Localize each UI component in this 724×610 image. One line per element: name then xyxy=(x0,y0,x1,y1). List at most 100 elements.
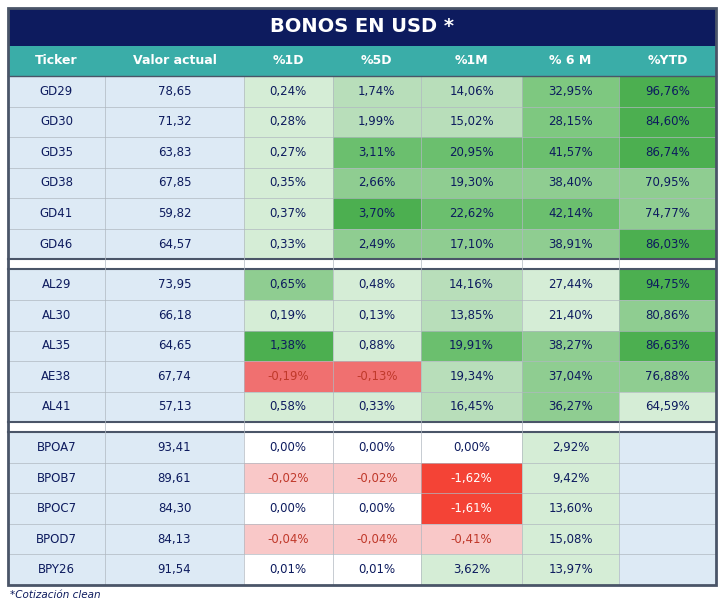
FancyBboxPatch shape xyxy=(619,229,716,259)
Text: 28,15%: 28,15% xyxy=(548,115,593,128)
Text: 0,88%: 0,88% xyxy=(358,339,395,353)
FancyBboxPatch shape xyxy=(619,270,716,300)
Text: -1,61%: -1,61% xyxy=(451,502,492,515)
Text: 73,95: 73,95 xyxy=(158,278,191,291)
Text: 17,10%: 17,10% xyxy=(449,237,494,251)
FancyBboxPatch shape xyxy=(8,524,716,554)
Text: 2,66%: 2,66% xyxy=(358,176,395,190)
FancyBboxPatch shape xyxy=(522,432,619,463)
Text: 0,27%: 0,27% xyxy=(269,146,307,159)
Text: 41,57%: 41,57% xyxy=(548,146,593,159)
Text: 86,63%: 86,63% xyxy=(645,339,690,353)
Text: 37,04%: 37,04% xyxy=(548,370,593,383)
FancyBboxPatch shape xyxy=(8,361,716,392)
FancyBboxPatch shape xyxy=(421,137,522,168)
FancyBboxPatch shape xyxy=(332,432,421,463)
Text: -0,13%: -0,13% xyxy=(356,370,397,383)
Text: 3,70%: 3,70% xyxy=(358,207,395,220)
Text: %5D: %5D xyxy=(361,54,392,68)
FancyBboxPatch shape xyxy=(332,493,421,524)
Text: GD41: GD41 xyxy=(40,207,73,220)
Text: BPOC7: BPOC7 xyxy=(36,502,77,515)
FancyBboxPatch shape xyxy=(522,270,619,300)
Text: 0,00%: 0,00% xyxy=(358,441,395,454)
Text: BPOD7: BPOD7 xyxy=(36,533,77,546)
FancyBboxPatch shape xyxy=(8,392,716,422)
Text: 3,11%: 3,11% xyxy=(358,146,395,159)
Text: 67,85: 67,85 xyxy=(158,176,191,190)
Text: 27,44%: 27,44% xyxy=(548,278,593,291)
Text: BPOB7: BPOB7 xyxy=(36,472,77,484)
Text: % 6 M: % 6 M xyxy=(550,54,592,68)
Text: 38,91%: 38,91% xyxy=(548,237,593,251)
Text: 42,14%: 42,14% xyxy=(548,207,593,220)
FancyBboxPatch shape xyxy=(522,76,619,107)
FancyBboxPatch shape xyxy=(522,524,619,554)
FancyBboxPatch shape xyxy=(332,107,421,137)
Text: 13,60%: 13,60% xyxy=(548,502,593,515)
Text: GD30: GD30 xyxy=(40,115,73,128)
FancyBboxPatch shape xyxy=(421,392,522,422)
FancyBboxPatch shape xyxy=(8,331,716,361)
Text: 67,74: 67,74 xyxy=(158,370,191,383)
FancyBboxPatch shape xyxy=(244,300,332,331)
Text: %1D: %1D xyxy=(272,54,304,68)
FancyBboxPatch shape xyxy=(332,524,421,554)
FancyBboxPatch shape xyxy=(421,270,522,300)
FancyBboxPatch shape xyxy=(619,198,716,229)
Text: 32,95%: 32,95% xyxy=(548,85,593,98)
FancyBboxPatch shape xyxy=(421,361,522,392)
FancyBboxPatch shape xyxy=(244,361,332,392)
Text: BONOS EN USD *: BONOS EN USD * xyxy=(270,18,454,37)
Text: 78,65: 78,65 xyxy=(158,85,191,98)
Text: 84,13: 84,13 xyxy=(158,533,191,546)
Text: 70,95%: 70,95% xyxy=(645,176,690,190)
FancyBboxPatch shape xyxy=(522,392,619,422)
FancyBboxPatch shape xyxy=(244,432,332,463)
FancyBboxPatch shape xyxy=(244,137,332,168)
FancyBboxPatch shape xyxy=(332,198,421,229)
FancyBboxPatch shape xyxy=(421,554,522,585)
FancyBboxPatch shape xyxy=(421,524,522,554)
Text: 21,40%: 21,40% xyxy=(548,309,593,321)
Text: GD29: GD29 xyxy=(40,85,73,98)
FancyBboxPatch shape xyxy=(619,392,716,422)
FancyBboxPatch shape xyxy=(8,168,716,198)
Text: 1,99%: 1,99% xyxy=(358,115,395,128)
Text: 91,54: 91,54 xyxy=(158,563,191,576)
FancyBboxPatch shape xyxy=(244,270,332,300)
FancyBboxPatch shape xyxy=(522,300,619,331)
FancyBboxPatch shape xyxy=(244,198,332,229)
Text: %YTD: %YTD xyxy=(647,54,688,68)
FancyBboxPatch shape xyxy=(421,229,522,259)
FancyBboxPatch shape xyxy=(8,463,716,493)
FancyBboxPatch shape xyxy=(421,331,522,361)
Text: 0,00%: 0,00% xyxy=(270,441,307,454)
Text: 86,03%: 86,03% xyxy=(645,237,690,251)
Text: 63,83: 63,83 xyxy=(158,146,191,159)
FancyBboxPatch shape xyxy=(8,300,716,331)
FancyBboxPatch shape xyxy=(522,137,619,168)
FancyBboxPatch shape xyxy=(522,198,619,229)
FancyBboxPatch shape xyxy=(421,432,522,463)
FancyBboxPatch shape xyxy=(332,229,421,259)
Text: -0,04%: -0,04% xyxy=(356,533,397,546)
Text: AL41: AL41 xyxy=(42,400,71,414)
FancyBboxPatch shape xyxy=(8,229,716,259)
FancyBboxPatch shape xyxy=(8,76,716,107)
FancyBboxPatch shape xyxy=(522,493,619,524)
Text: -0,02%: -0,02% xyxy=(356,472,397,484)
Text: -1,62%: -1,62% xyxy=(451,472,492,484)
Text: 0,00%: 0,00% xyxy=(453,441,490,454)
Text: 0,37%: 0,37% xyxy=(269,207,307,220)
FancyBboxPatch shape xyxy=(244,524,332,554)
Text: 74,77%: 74,77% xyxy=(645,207,690,220)
Text: 19,30%: 19,30% xyxy=(450,176,494,190)
FancyBboxPatch shape xyxy=(421,198,522,229)
FancyBboxPatch shape xyxy=(332,76,421,107)
Text: 3,62%: 3,62% xyxy=(453,563,490,576)
Text: 0,48%: 0,48% xyxy=(358,278,395,291)
Text: 1,38%: 1,38% xyxy=(269,339,307,353)
FancyBboxPatch shape xyxy=(8,422,716,432)
Text: 19,91%: 19,91% xyxy=(449,339,494,353)
